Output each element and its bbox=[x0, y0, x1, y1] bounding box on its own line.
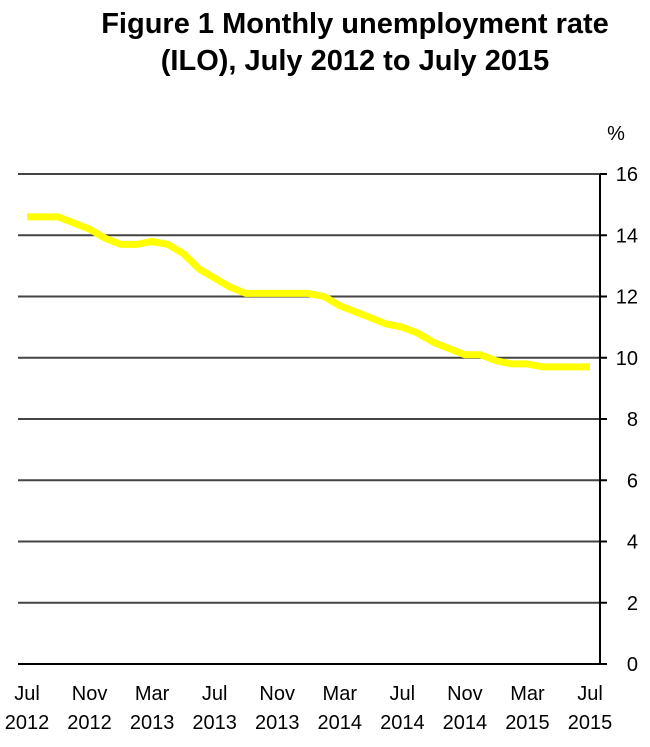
x-tick-label-month: Jul bbox=[202, 683, 228, 705]
x-tick-label-year: 2015 bbox=[505, 712, 550, 734]
chart-title-line-1: Figure 1 Monthly unemployment rate bbox=[101, 8, 609, 40]
x-tick-label-month: Jul bbox=[577, 683, 603, 705]
series-layer bbox=[26, 213, 591, 371]
x-tick-label-year: 2014 bbox=[380, 712, 425, 734]
gridlines bbox=[18, 173, 600, 604]
x-tick-label-year: 2013 bbox=[255, 712, 300, 734]
y-tick-label: 12 bbox=[616, 287, 638, 309]
x-tick-labels: Jul 2012 Nov 2012 Mar 2013 Jul 2013 Nov 2013 Mar 20… bbox=[5, 683, 613, 734]
x-tick-label-year: 2012 bbox=[5, 712, 50, 734]
y-tick-labels: 0 2 4 6 8 10 12 14 16 bbox=[616, 164, 638, 676]
y-tick-label: 8 bbox=[627, 409, 638, 431]
x-tick-label-month: Jul bbox=[14, 683, 40, 705]
x-tick-label-month: Mar bbox=[135, 683, 170, 705]
x-tick-label-year: 2012 bbox=[67, 712, 112, 734]
y-tick-label: 10 bbox=[616, 348, 638, 370]
y-tick-label: 2 bbox=[627, 593, 638, 615]
y-tick-label: 4 bbox=[627, 532, 638, 554]
x-tick-label-year: 2014 bbox=[318, 712, 363, 734]
x-tick-label-month: Jul bbox=[390, 683, 416, 705]
x-tick-label-month: Mar bbox=[510, 683, 545, 705]
y-tick-label: 14 bbox=[616, 225, 638, 247]
chart-title-line-2: (ILO), July 2012 to July 2015 bbox=[160, 45, 550, 77]
y-tick-label: 6 bbox=[627, 470, 638, 492]
axes bbox=[18, 173, 607, 665]
x-tick-label-year: 2013 bbox=[130, 712, 175, 734]
chart-title: Figure 1 Monthly unemployment rate (ILO)… bbox=[60, 6, 650, 80]
x-tick-label-month: Mar bbox=[323, 683, 358, 705]
series-line-unemployment-rate bbox=[27, 213, 590, 371]
x-tick-label-year: 2015 bbox=[568, 712, 613, 734]
x-tick-label-month: Nov bbox=[259, 683, 295, 705]
x-tick-label-month: Nov bbox=[72, 683, 108, 705]
y-tick-label: 0 bbox=[627, 654, 638, 676]
y-tick-label: 16 bbox=[616, 164, 638, 186]
x-tick-label-year: 2014 bbox=[443, 712, 488, 734]
x-tick-label-year: 2013 bbox=[192, 712, 237, 734]
y-axis-unit-label: % bbox=[607, 123, 625, 145]
x-tick-label-month: Nov bbox=[447, 683, 483, 705]
